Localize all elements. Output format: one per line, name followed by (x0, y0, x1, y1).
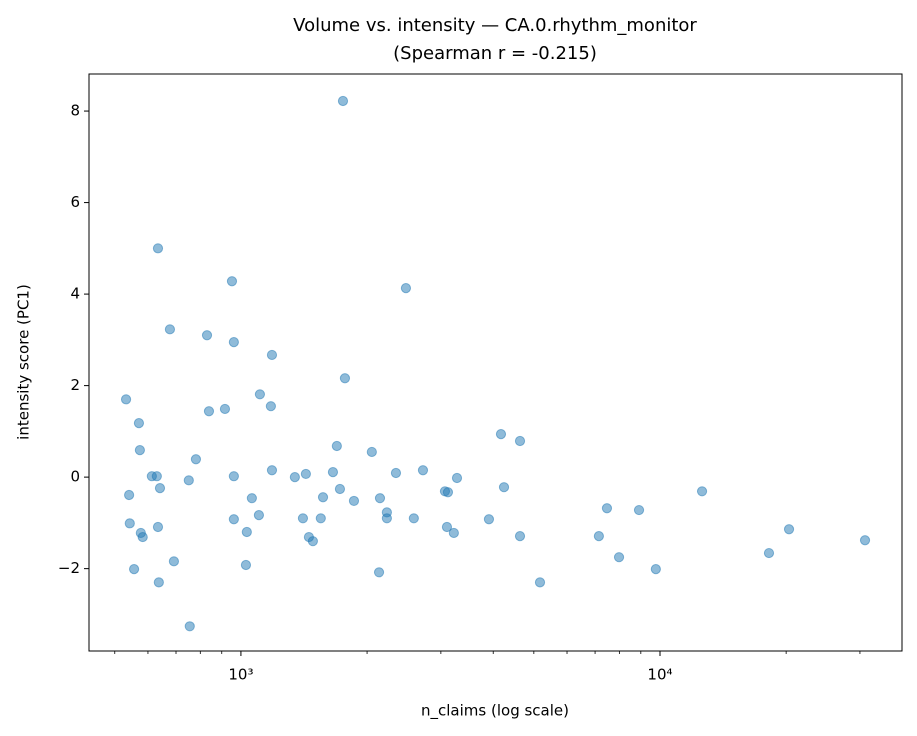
scatter-point (265, 401, 276, 412)
scatter-point (297, 513, 309, 524)
scatter-point (124, 518, 135, 529)
scatter-point (373, 567, 385, 578)
scatter-point (327, 466, 339, 478)
scatter-point (317, 492, 329, 503)
scatter-point (408, 513, 419, 524)
scatter-point (240, 559, 252, 571)
scatter-point (307, 536, 318, 547)
scatter-point (164, 324, 176, 335)
scatter-point (128, 563, 140, 575)
scatter-point (151, 471, 162, 482)
scatter-point (390, 467, 402, 479)
scatter-point (241, 526, 252, 538)
scatter-point (134, 445, 145, 456)
scatter-point (266, 465, 278, 476)
scatter-point (246, 493, 257, 504)
y-tick-label: 2 (70, 376, 80, 394)
x-axis-label: n_claims (log scale) (421, 702, 569, 721)
scatter-point (448, 527, 459, 539)
scatter-point (254, 389, 266, 400)
scatter-point (315, 513, 326, 524)
scatter-point (442, 487, 454, 498)
y-tick-label: −2 (58, 559, 80, 577)
scatter-point (366, 446, 377, 458)
scatter-point (339, 373, 351, 384)
x-tick-label: 10⁴ (647, 666, 672, 684)
y-tick-label: 8 (70, 102, 80, 120)
scatter-point (859, 535, 871, 546)
scatter-point (593, 531, 604, 542)
scatter-point (650, 563, 661, 575)
chart-title: Volume vs. intensity — CA.0.rhythm_monit… (293, 15, 697, 36)
scatter-point (133, 418, 145, 429)
scatter-point (120, 394, 132, 405)
scatter-point (334, 483, 346, 495)
scatter-point (153, 577, 164, 588)
y-tick-label: 6 (70, 193, 80, 211)
scatter-point (441, 521, 453, 533)
scatter-point (203, 406, 215, 417)
scatter-point (451, 472, 463, 484)
scatter-point (226, 276, 238, 287)
scatter-point (152, 521, 164, 533)
scatter-point (601, 503, 613, 514)
scatter-point (219, 403, 231, 415)
scatter-point (124, 489, 135, 501)
scatter-point (266, 349, 278, 361)
scatter-point (168, 556, 180, 567)
scatter-point (337, 95, 349, 107)
scatter-point (381, 513, 392, 524)
scatter-point (483, 514, 495, 525)
scatter-point (498, 482, 510, 493)
plot-frame (88, 73, 903, 652)
scatter-point (348, 495, 360, 507)
y-axis-label: intensity score (PC1) (15, 284, 33, 440)
scatter-point (514, 435, 526, 447)
y-tick-label: 0 (70, 468, 80, 486)
scatter-point (696, 486, 708, 497)
x-tick-label: 10³ (228, 666, 253, 684)
scatter-point (763, 547, 775, 559)
scatter-point (228, 514, 239, 525)
scatter-point (374, 493, 386, 504)
scatter-point (228, 471, 239, 482)
scatter-point (417, 465, 429, 476)
scatter-point (137, 531, 148, 543)
scatter-point (400, 283, 412, 294)
scatter-point (783, 524, 795, 535)
scatter-point (613, 552, 625, 563)
scatter-point (300, 468, 311, 480)
chart-title: (Spearman r = -0.215) (393, 43, 597, 64)
scatter-point (154, 483, 166, 494)
scatter-point (152, 243, 164, 254)
scatter-point (633, 504, 645, 516)
scatter-point (331, 440, 342, 452)
y-tick-label: 4 (70, 285, 80, 303)
scatter-point (289, 472, 300, 483)
scatter-point (514, 531, 526, 542)
scatter-point (190, 454, 202, 465)
scatter-point (183, 475, 194, 486)
scatter-point (495, 429, 507, 440)
scatter-point (534, 577, 546, 588)
scatter-point (184, 621, 195, 632)
scatter-point (201, 330, 213, 341)
scatter-point (253, 510, 265, 521)
scatter-point (228, 337, 239, 348)
